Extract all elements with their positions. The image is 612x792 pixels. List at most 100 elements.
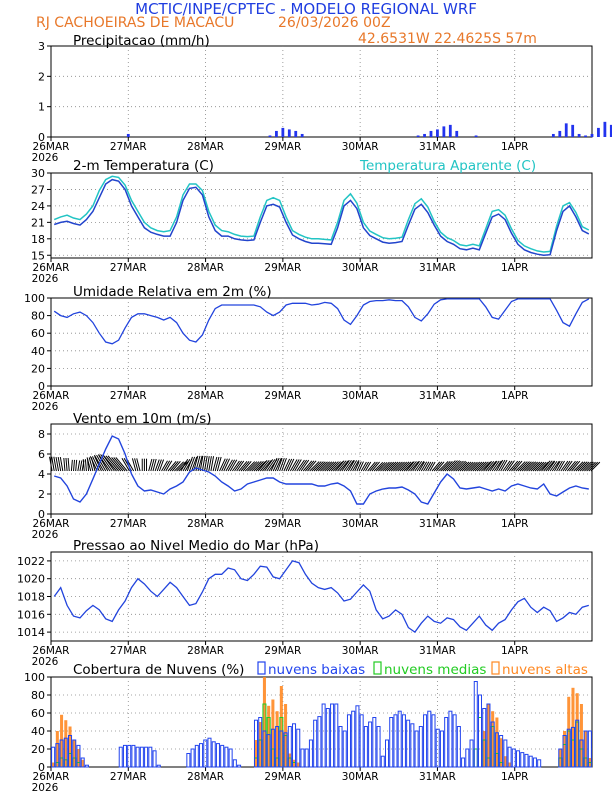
wind-barb bbox=[455, 460, 466, 472]
cloud-low-bar bbox=[199, 743, 204, 768]
wind-barb bbox=[59, 456, 64, 472]
wind-barb bbox=[408, 461, 417, 472]
precip-bar bbox=[603, 121, 607, 137]
wind-barb bbox=[380, 461, 390, 472]
wind-barb bbox=[210, 456, 215, 472]
wind-barb bbox=[152, 458, 157, 472]
wind-barb bbox=[405, 461, 415, 472]
y-tick-label: 0 bbox=[38, 380, 45, 393]
y-tick-label: 1016 bbox=[17, 608, 45, 621]
wind-barb bbox=[285, 458, 293, 472]
wind-barb bbox=[506, 460, 515, 472]
x-tick-label: 29MAR bbox=[264, 518, 301, 530]
cloud-low-bar bbox=[313, 719, 318, 768]
wind-barb bbox=[581, 461, 592, 472]
wind-barb bbox=[470, 461, 481, 472]
wind-barb bbox=[393, 461, 403, 472]
wind-barb bbox=[433, 461, 443, 472]
wind-barb bbox=[536, 461, 547, 472]
cloud-low-bar bbox=[220, 744, 225, 768]
wind-barb bbox=[444, 460, 456, 472]
wind-barb bbox=[551, 460, 560, 472]
cloud-low-bar bbox=[270, 728, 275, 768]
cloud-low-bar bbox=[338, 726, 343, 768]
wind-barb bbox=[199, 455, 204, 472]
wind-barb bbox=[158, 459, 165, 472]
wind-barb bbox=[378, 461, 388, 472]
wind-barb bbox=[204, 455, 208, 472]
wind-barb bbox=[223, 458, 231, 472]
x-tick-label: 30MAR bbox=[342, 390, 379, 402]
wind-barb bbox=[459, 461, 470, 472]
wind-barb bbox=[315, 461, 326, 472]
x-tick-label: 28MAR bbox=[187, 141, 224, 153]
wind-barb bbox=[212, 456, 218, 472]
precip-bar bbox=[590, 133, 594, 137]
x-tick-label: 29MAR bbox=[264, 390, 301, 402]
cloud-high-bar bbox=[258, 722, 262, 767]
cloud-low-bar bbox=[84, 764, 89, 768]
wind-barb bbox=[63, 457, 66, 472]
wind-barb bbox=[438, 461, 449, 472]
cloud-high-bar bbox=[482, 731, 486, 767]
precip-bar bbox=[577, 133, 581, 137]
humidity-line bbox=[53, 298, 590, 345]
y-tick-label: 60 bbox=[31, 707, 45, 720]
wind-barb bbox=[279, 458, 285, 472]
wind-barb bbox=[560, 460, 569, 472]
wind-barb bbox=[75, 459, 78, 472]
cloud-high-bar bbox=[254, 740, 258, 767]
cloud-low-bar bbox=[63, 737, 68, 768]
wind-barb bbox=[498, 459, 506, 472]
cloud-low-bar bbox=[207, 737, 212, 768]
wind-barb bbox=[67, 457, 70, 472]
y-tick-label: 8 bbox=[38, 428, 45, 441]
x-tick-label: 31MAR bbox=[419, 390, 456, 402]
wind-barb bbox=[272, 457, 280, 472]
x-year-label: 2026 bbox=[32, 401, 59, 413]
cloud-high-bar bbox=[499, 738, 503, 767]
y-tick-label: 40 bbox=[31, 345, 45, 358]
cloud-high-bar bbox=[267, 705, 271, 767]
cloud-low-bar bbox=[401, 714, 406, 768]
wind-barb bbox=[191, 456, 198, 472]
wind-barb bbox=[53, 456, 57, 472]
wind-barb bbox=[472, 461, 483, 472]
panel-title: Vento em 10m (m/s) bbox=[73, 411, 212, 427]
y-tick-label: 1014 bbox=[17, 626, 45, 639]
wind-barb bbox=[134, 458, 139, 472]
cloud-low-bar bbox=[499, 735, 504, 768]
wind-barb bbox=[57, 456, 62, 472]
wind-barb bbox=[214, 456, 220, 472]
wind-barb bbox=[264, 459, 274, 472]
cloud-high-bar bbox=[486, 704, 490, 767]
x-tick-label: 1APR bbox=[501, 262, 529, 274]
cloud-low-bar bbox=[59, 739, 64, 768]
wind-barb bbox=[292, 459, 300, 472]
x-tick-label: 28MAR bbox=[187, 518, 224, 530]
wind-barb bbox=[180, 458, 189, 472]
chart-title: MCTIC/INPE/CPTEC - MODELO REGIONAL WRF bbox=[135, 0, 477, 18]
cloud-low-bar bbox=[359, 714, 364, 768]
wind-barb bbox=[412, 460, 420, 472]
cloud-low-bar bbox=[51, 746, 56, 768]
y-tick-label: 27 bbox=[31, 183, 45, 196]
cloud-high-bar bbox=[68, 726, 72, 767]
wind-barb bbox=[154, 459, 160, 472]
cloud-low-bar bbox=[427, 710, 432, 768]
precip-bar bbox=[429, 130, 433, 137]
precip-bar bbox=[294, 130, 298, 137]
cloud-low-bar bbox=[490, 721, 495, 768]
x-tick-label: 26MAR bbox=[33, 141, 70, 153]
wind-barb bbox=[528, 461, 539, 472]
wind-barb bbox=[165, 460, 173, 472]
cloud-low-bar bbox=[351, 710, 356, 768]
wind-barb bbox=[375, 461, 386, 472]
x-tick-label: 31MAR bbox=[419, 645, 456, 657]
panel-frame bbox=[50, 172, 593, 259]
precip-bar bbox=[564, 123, 568, 137]
x-tick-label: 29MAR bbox=[264, 771, 301, 783]
wind-barb bbox=[337, 460, 347, 472]
y-tick-label: 1020 bbox=[17, 573, 45, 586]
wind-barb bbox=[504, 460, 513, 472]
